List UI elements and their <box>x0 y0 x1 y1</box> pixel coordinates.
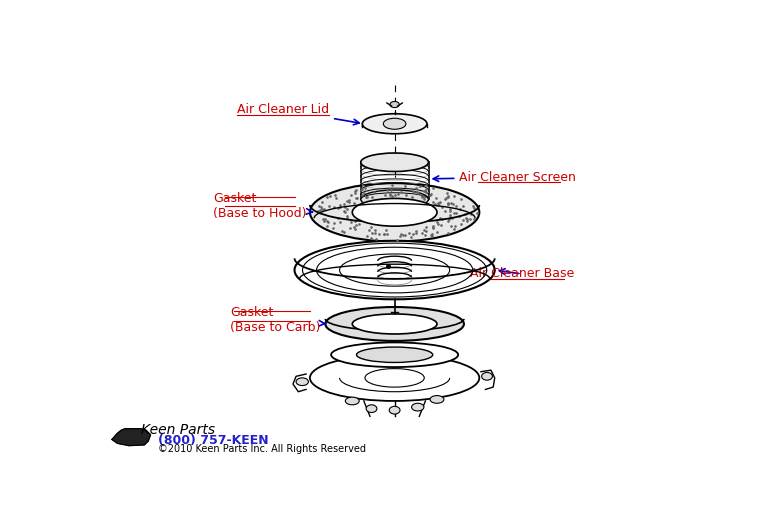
Ellipse shape <box>310 355 479 401</box>
Ellipse shape <box>331 342 458 367</box>
Ellipse shape <box>360 153 428 171</box>
Ellipse shape <box>294 241 495 299</box>
Text: (800) 757-KEEN: (800) 757-KEEN <box>159 434 269 447</box>
Polygon shape <box>112 429 151 445</box>
Text: Air Cleaner Base: Air Cleaner Base <box>470 267 574 280</box>
Text: Keen Parts: Keen Parts <box>140 423 215 437</box>
Text: Gasket
(Base to Hood): Gasket (Base to Hood) <box>213 192 313 220</box>
Ellipse shape <box>367 405 377 412</box>
Text: Gasket
(Base to Carb): Gasket (Base to Carb) <box>230 306 326 334</box>
Ellipse shape <box>352 198 437 226</box>
Ellipse shape <box>345 397 359 405</box>
Ellipse shape <box>296 378 309 385</box>
Text: Air Cleaner Lid: Air Cleaner Lid <box>237 104 360 125</box>
Ellipse shape <box>310 183 479 241</box>
Ellipse shape <box>383 118 406 130</box>
Ellipse shape <box>390 102 399 108</box>
Ellipse shape <box>482 372 493 380</box>
Text: ©2010 Keen Parts Inc. All Rights Reserved: ©2010 Keen Parts Inc. All Rights Reserve… <box>159 444 367 454</box>
Ellipse shape <box>357 347 433 363</box>
Ellipse shape <box>430 396 444 404</box>
Ellipse shape <box>362 114 427 134</box>
Ellipse shape <box>360 190 428 208</box>
Ellipse shape <box>411 404 424 411</box>
Ellipse shape <box>390 406 400 414</box>
Ellipse shape <box>352 314 437 334</box>
Ellipse shape <box>325 307 464 341</box>
Text: Air Cleaner Screen: Air Cleaner Screen <box>434 170 576 183</box>
